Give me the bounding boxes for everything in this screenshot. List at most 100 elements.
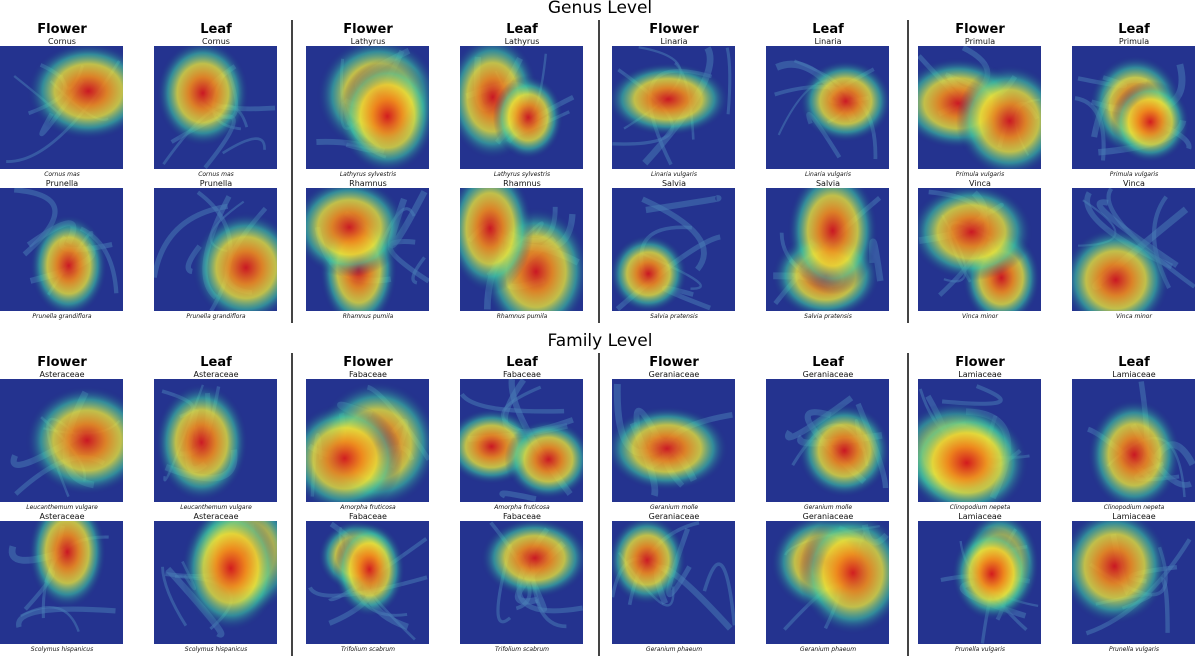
flower-column-header: Flower: [37, 22, 87, 37]
flower-heatmap-image: [306, 188, 429, 311]
flower-heatmap-image: [918, 379, 1041, 502]
leaf-column-header: Leaf: [1118, 355, 1150, 370]
leaf-heatmap-image: [1072, 521, 1195, 644]
leaf-heatmap-image: [1072, 188, 1195, 311]
flower-species-caption: Leucanthemum vulgare: [26, 504, 98, 511]
flower-column-header: Flower: [343, 355, 393, 370]
group-divider: [907, 353, 909, 656]
leaf-heatmap-image: [460, 46, 583, 169]
group-divider: [598, 353, 600, 656]
flower-heatmap-image: [612, 379, 735, 502]
flower-taxon-label: Lamiaceae: [958, 512, 1002, 521]
flower-species-caption: Scolymus hispanicus: [30, 646, 94, 653]
leaf-taxon-label: Salvia: [815, 179, 841, 188]
flower-taxon-label: Asteraceae: [39, 512, 85, 521]
leaf-taxon-label: Lathyrus: [504, 37, 540, 46]
flower-species-caption: Vinca minor: [962, 313, 998, 320]
flower-taxon-label: Fabaceae: [349, 512, 387, 521]
leaf-species-caption: Geranium phaeum: [799, 646, 857, 653]
flower-heatmap-image: [306, 379, 429, 502]
flower-species-caption: Salvia pratensis: [650, 313, 698, 320]
flower-column-header: Flower: [37, 355, 87, 370]
leaf-taxon-label: Lamiaceae: [1112, 512, 1156, 521]
group-divider: [291, 353, 293, 656]
leaf-column-header: Leaf: [812, 355, 844, 370]
leaf-taxon-label: Asteraceae: [193, 370, 239, 379]
leaf-species-caption: Vinca minor: [1116, 313, 1152, 320]
flower-heatmap-image: [0, 379, 123, 502]
flower-taxon-label: Linaria: [660, 37, 688, 46]
flower-species-caption: Primula vulgaris: [955, 171, 1005, 178]
leaf-column-header: Leaf: [506, 355, 538, 370]
section-title: Genus Level: [547, 0, 653, 18]
leaf-heatmap-image: [1072, 379, 1195, 502]
leaf-heatmap-image: [766, 379, 889, 502]
group-divider: [598, 20, 600, 323]
leaf-species-caption: Prunella vulgaris: [1108, 646, 1160, 653]
group-divider: [907, 20, 909, 323]
flower-taxon-label: Asteraceae: [39, 370, 85, 379]
leaf-column-header: Leaf: [200, 355, 232, 370]
leaf-heatmap-image: [766, 521, 889, 644]
leaf-taxon-label: Lamiaceae: [1112, 370, 1156, 379]
leaf-species-caption: Geranium molle: [803, 504, 853, 511]
leaf-species-caption: Lathyrus sylvestris: [493, 171, 551, 178]
leaf-taxon-label: Asteraceae: [193, 512, 239, 521]
leaf-heatmap-image: [460, 521, 583, 644]
flower-heatmap-image: [0, 521, 123, 644]
leaf-species-caption: Cornus mas: [198, 171, 234, 178]
flower-taxon-label: Lathyrus: [350, 37, 386, 46]
flower-species-caption: Rhamnus pumila: [342, 313, 394, 320]
leaf-species-caption: Rhamnus pumila: [496, 313, 548, 320]
leaf-taxon-label: Fabaceae: [503, 512, 541, 521]
leaf-species-caption: Clinopodium nepeta: [1103, 504, 1165, 511]
flower-heatmap-image: [612, 188, 735, 311]
flower-taxon-label: Prunella: [45, 179, 79, 188]
leaf-taxon-label: Linaria: [814, 37, 842, 46]
flower-species-caption: Prunella grandiflora: [32, 313, 92, 320]
flower-column-header: Flower: [955, 355, 1005, 370]
leaf-heatmap-image: [460, 188, 583, 311]
leaf-heatmap-image: [154, 46, 277, 169]
flower-column-header: Flower: [649, 355, 699, 370]
leaf-taxon-label: Cornus: [202, 37, 230, 46]
flower-species-caption: Linaria vulgaris: [651, 171, 697, 178]
leaf-column-header: Leaf: [506, 22, 538, 37]
leaf-column-header: Leaf: [1118, 22, 1150, 37]
leaf-species-caption: Scolymus hispanicus: [184, 646, 248, 653]
flower-taxon-label: Geraniaceae: [648, 370, 700, 379]
leaf-species-caption: Primula vulgaris: [1109, 171, 1159, 178]
flower-heatmap-image: [918, 46, 1041, 169]
section-title: Family Level: [547, 331, 653, 351]
flower-heatmap-image: [306, 521, 429, 644]
flower-species-caption: Geranium phaeum: [645, 646, 703, 653]
leaf-heatmap-image: [154, 521, 277, 644]
flower-heatmap-image: [612, 521, 735, 644]
leaf-taxon-label: Primula: [1118, 37, 1150, 46]
leaf-heatmap-image: [460, 379, 583, 502]
leaf-column-header: Leaf: [812, 22, 844, 37]
flower-heatmap-image: [0, 188, 123, 311]
leaf-taxon-label: Vinca: [1123, 179, 1145, 188]
flower-taxon-label: Salvia: [661, 179, 687, 188]
flower-heatmap-image: [918, 521, 1041, 644]
flower-heatmap-image: [306, 46, 429, 169]
leaf-taxon-label: Geraniaceae: [802, 370, 854, 379]
flower-species-caption: Amorpha fruticosa: [340, 504, 396, 511]
leaf-heatmap-image: [766, 46, 889, 169]
flower-species-caption: Prunella vulgaris: [954, 646, 1006, 653]
flower-column-header: Flower: [955, 22, 1005, 37]
flower-heatmap-image: [918, 188, 1041, 311]
leaf-taxon-label: Fabaceae: [503, 370, 541, 379]
leaf-species-caption: Trifolium scabrum: [494, 646, 550, 653]
flower-taxon-label: Cornus: [48, 37, 76, 46]
flower-column-header: Flower: [343, 22, 393, 37]
leaf-species-caption: Amorpha fruticosa: [494, 504, 550, 511]
leaf-heatmap-image: [154, 188, 277, 311]
leaf-taxon-label: Rhamnus: [503, 179, 541, 188]
leaf-species-caption: Leucanthemum vulgare: [180, 504, 252, 511]
flower-taxon-label: Geraniaceae: [648, 512, 700, 521]
flower-heatmap-image: [612, 46, 735, 169]
flower-taxon-label: Vinca: [969, 179, 991, 188]
leaf-heatmap-image: [766, 188, 889, 311]
